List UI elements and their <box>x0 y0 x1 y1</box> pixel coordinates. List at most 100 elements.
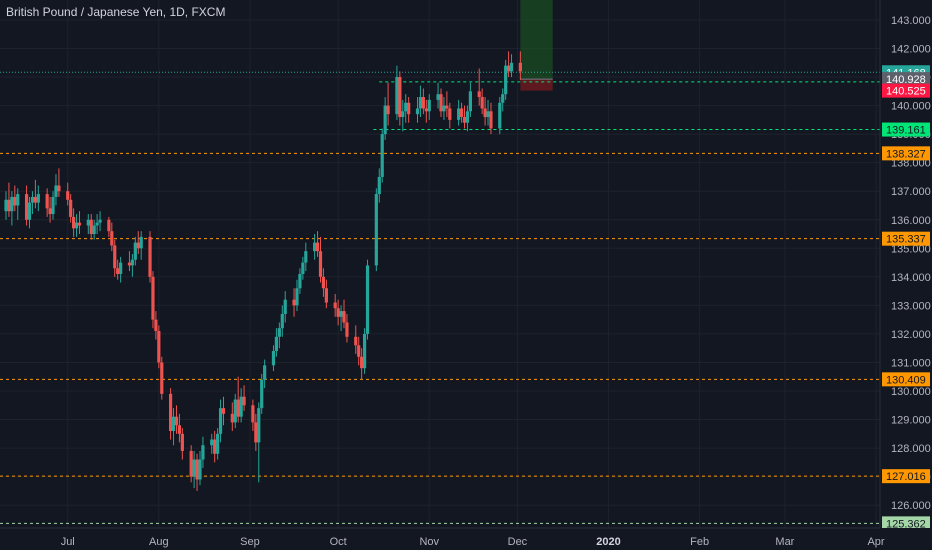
candle-body <box>195 459 199 480</box>
candle-body <box>45 194 49 209</box>
candle-body <box>465 111 470 123</box>
candle-body <box>504 65 508 95</box>
candle-body <box>13 196 17 206</box>
candle-body <box>57 185 61 192</box>
candle-body <box>424 108 428 112</box>
time-tick-label: 2020 <box>596 536 620 548</box>
candle-body <box>160 362 164 394</box>
candle-body <box>7 199 11 212</box>
candle-body <box>345 322 349 337</box>
candle-body <box>386 105 390 115</box>
candle-body <box>398 77 402 118</box>
price-tick-label: 134.000 <box>891 272 931 284</box>
candle-body <box>218 408 223 434</box>
candle-body <box>339 311 343 317</box>
candle-body <box>263 365 267 380</box>
candlesticks <box>4 51 522 491</box>
price-badge <box>882 231 930 246</box>
candle-body <box>418 97 423 109</box>
candle-body <box>177 425 182 434</box>
price-badge-label: 139.161 <box>886 125 926 137</box>
candle-body <box>448 108 452 120</box>
time-tick-label: Feb <box>690 536 709 548</box>
candle-body <box>321 276 326 289</box>
candle-body <box>477 91 481 98</box>
price-badge <box>882 516 930 531</box>
chart-title: British Pound / Japanese Yen, 1D, FXCM <box>6 5 225 19</box>
price-badge-label: 135.337 <box>886 234 926 246</box>
candle-body <box>292 299 296 306</box>
position-stop-zone[interactable] <box>520 79 553 91</box>
candle-body <box>407 102 411 115</box>
price-tick-label: 128.000 <box>891 443 931 455</box>
candle-body <box>462 117 467 123</box>
candle-body <box>436 94 440 100</box>
candle-body <box>30 196 35 203</box>
price-tick-label: 131.000 <box>891 357 931 369</box>
candle-body <box>459 108 464 118</box>
candle-body <box>95 222 99 226</box>
candle-body <box>48 208 52 215</box>
price-tick-label: 130.000 <box>891 386 931 398</box>
candle-body <box>509 62 514 72</box>
price-badge-label: 130.409 <box>886 374 926 386</box>
candle-body <box>180 433 184 451</box>
candle-body <box>457 108 461 120</box>
candle-body <box>486 111 490 118</box>
time-axis[interactable] <box>0 528 932 550</box>
candle-body <box>236 399 240 417</box>
candle-body <box>507 65 511 72</box>
position-target-zone[interactable] <box>520 0 553 80</box>
position-tool[interactable] <box>520 0 553 91</box>
candle-body <box>480 97 484 109</box>
candle-body <box>324 288 328 303</box>
candle-body <box>92 225 96 235</box>
candle-body <box>189 450 193 477</box>
candle-body <box>501 94 505 103</box>
horizontal-levels[interactable] <box>0 71 880 524</box>
candle-body <box>16 194 20 206</box>
candle-body <box>277 328 281 337</box>
candle-body <box>374 194 378 266</box>
candle-body <box>89 219 93 235</box>
time-tick-label: Nov <box>419 536 439 548</box>
time-tick-label: Apr <box>867 536 884 548</box>
candle-body <box>192 459 196 477</box>
candle-body <box>221 408 226 414</box>
time-tick-label: Oct <box>330 536 347 548</box>
price-badge <box>882 122 930 137</box>
candle-body <box>27 202 32 220</box>
candle-body <box>315 242 320 252</box>
price-badge-label: 125.362 <box>886 518 926 530</box>
candle-body <box>33 196 37 203</box>
time-tick-label: Jul <box>61 536 75 548</box>
candle-body <box>54 185 58 197</box>
candle-body <box>10 196 14 212</box>
candle-body <box>139 236 143 249</box>
candle-body <box>242 396 246 406</box>
candle-body <box>283 299 287 314</box>
candle-body <box>257 408 261 443</box>
candle-body <box>151 276 155 320</box>
candle-body <box>313 242 317 252</box>
price-tick-label: 142.000 <box>891 44 931 56</box>
candle-body <box>201 445 205 460</box>
candle-body <box>421 97 425 109</box>
time-axis-labels: Jul Aug Sep Oct Nov Dec 2020 Feb Mar Apr <box>61 536 885 548</box>
candle-body <box>401 111 405 118</box>
candle-body <box>198 459 202 480</box>
price-badge-label: 140.928 <box>886 74 926 86</box>
candle-body <box>301 262 305 274</box>
price-tick-label: 136.000 <box>891 215 931 227</box>
candle-body <box>427 99 431 112</box>
candle-body <box>230 413 234 423</box>
grid <box>0 0 880 528</box>
candle-body <box>110 231 114 246</box>
candle-body <box>98 219 102 223</box>
candle-body <box>295 288 299 306</box>
candle-body <box>107 219 111 232</box>
candle-body <box>239 396 243 417</box>
